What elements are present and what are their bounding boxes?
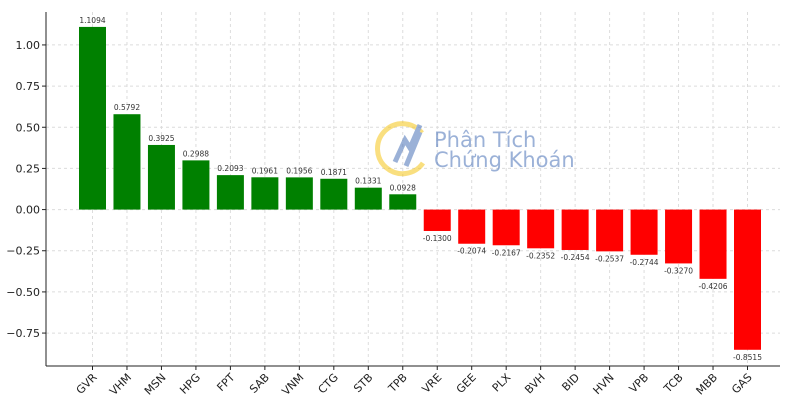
- y-tick-label: 0.00: [16, 204, 41, 217]
- value-label-gvr: 1.1094: [79, 16, 105, 25]
- value-label-bid: -0.2454: [561, 253, 590, 262]
- x-tick-label-sab: SAB: [247, 371, 272, 396]
- value-label-gas: -0.8515: [733, 353, 762, 362]
- bar-bvh: [527, 209, 555, 249]
- bar-tpb: [389, 194, 417, 210]
- bars: [79, 26, 761, 350]
- x-tick-label-gvr: GVR: [74, 371, 100, 397]
- bar-gee: [458, 209, 486, 244]
- x-tick-label-ctg: CTG: [316, 371, 341, 396]
- y-tick-label: −0.25: [6, 245, 40, 258]
- value-label-vpb: -0.2744: [630, 258, 659, 267]
- value-label-gee: -0.2074: [457, 247, 486, 256]
- x-tick-label-vpb: VPB: [627, 371, 652, 396]
- x-tick-label-vnm: VNM: [279, 371, 306, 398]
- value-label-bvh: -0.2352: [526, 251, 555, 260]
- value-label-sab: 0.1961: [252, 166, 278, 175]
- x-tick-label-mbb: MBB: [694, 371, 721, 398]
- x-tick-label-hvn: HVN: [591, 371, 617, 397]
- bar-gas: [734, 209, 761, 350]
- bar-stb: [354, 187, 382, 210]
- bar-bid: [561, 209, 589, 250]
- value-labels: 1.1094 0.5792 0.3925 0.2988 0.2093 0.1961 0.19…: [79, 16, 762, 362]
- bar-ctg: [320, 178, 348, 210]
- bar-mbb: [699, 209, 727, 279]
- bar-msn: [147, 144, 175, 210]
- x-tick-label-vre: VRE: [420, 371, 445, 396]
- y-tick-label: 0.50: [16, 121, 41, 134]
- bar-vpb: [630, 209, 658, 255]
- x-tick-label-msn: MSN: [142, 371, 169, 398]
- value-label-vnm: 0.1956: [286, 166, 312, 175]
- value-label-msn: 0.3925: [148, 134, 174, 143]
- value-label-hvn: -0.2537: [595, 254, 624, 263]
- x-tick-label-tcb: TCB: [661, 371, 686, 396]
- value-label-fpt: 0.2093: [217, 164, 243, 173]
- value-label-mbb: -0.4206: [699, 282, 728, 291]
- logo-icon: [375, 121, 426, 177]
- bar-vre: [423, 209, 451, 231]
- bar-vhm: [113, 114, 141, 210]
- bar-plx: [492, 209, 520, 246]
- y-tick-label: −0.75: [6, 327, 40, 340]
- watermark-line2: Chứng Khoán: [434, 148, 575, 172]
- y-tick-label: 0.25: [16, 162, 41, 175]
- value-label-tpb: 0.0928: [390, 183, 416, 192]
- watermark-line1: Phân Tích: [434, 128, 536, 152]
- value-label-hpg: 0.2988: [183, 149, 209, 158]
- x-tick-label-plx: PLX: [490, 371, 514, 395]
- value-label-stb: 0.1331: [355, 177, 381, 186]
- bar-vnm: [285, 177, 313, 210]
- watermark-logo: Phân Tích Chứng Khoán: [375, 121, 575, 177]
- y-tick-label: −0.50: [6, 286, 40, 299]
- bar-tcb: [665, 209, 693, 264]
- value-label-ctg: 0.1871: [321, 168, 347, 177]
- x-tick-label-gee: GEE: [454, 371, 479, 396]
- x-tick-label-bid: BID: [559, 371, 582, 394]
- x-tick-label-vhm: VHM: [107, 371, 134, 398]
- y-tick-label: 0.75: [16, 80, 41, 93]
- value-label-vre: -0.1300: [423, 234, 452, 243]
- bar-fpt: [216, 175, 244, 210]
- x-tick-label-hpg: HPG: [177, 371, 203, 397]
- value-label-vhm: 0.5792: [114, 103, 140, 112]
- value-label-plx: -0.2167: [492, 248, 521, 257]
- x-tick-label-fpt: FPT: [214, 371, 237, 394]
- y-tick-label: 1.00: [16, 39, 41, 52]
- x-tick-label-tpb: TPB: [385, 371, 410, 396]
- x-tick-label-bvh: BVH: [522, 371, 547, 396]
- x-tick-label-stb: STB: [351, 371, 375, 395]
- bar-gvr: [79, 26, 106, 210]
- x-tick-label-gas: GAS: [729, 371, 754, 396]
- bar-hvn: [596, 209, 624, 252]
- bar-sab: [251, 177, 279, 210]
- bar-hpg: [182, 160, 210, 210]
- value-label-tcb: -0.3270: [664, 266, 693, 275]
